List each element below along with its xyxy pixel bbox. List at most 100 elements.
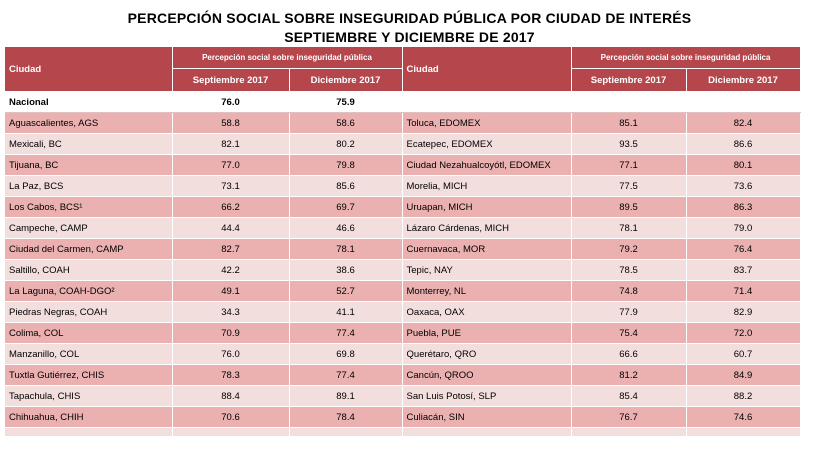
empty-cell xyxy=(686,91,801,113)
city-cell: Uruapan, MICH xyxy=(402,196,572,218)
perception-table: Ciudad Percepción social sobre insegurid… xyxy=(5,47,801,437)
sep-value: 77.0 xyxy=(172,154,290,176)
table-row: Colima, COL 70.9 77.4 Puebla, PUE 75.4 7… xyxy=(5,322,801,344)
dic-value: 69.7 xyxy=(289,196,403,218)
left-dic-header: Diciembre 2017 xyxy=(289,68,403,92)
city-cell: San Luis Potosí, SLP xyxy=(402,385,572,407)
dic-value: 77.4 xyxy=(289,322,403,344)
dic-value: 46.6 xyxy=(289,217,403,239)
sep-value: 49.1 xyxy=(172,280,290,302)
table-row-cut-off xyxy=(5,427,801,437)
sep-value: 74.8 xyxy=(571,280,687,302)
table-row: Tapachula, CHIS 88.4 89.1 San Luis Potos… xyxy=(5,385,801,407)
sep-value: 77.5 xyxy=(571,175,687,197)
left-group-header: Percepción social sobre inseguridad públ… xyxy=(172,47,403,69)
report-subtitle: SEPTIEMBRE Y DICIEMBRE DE 2017 xyxy=(284,29,535,45)
dic-value: 83.7 xyxy=(686,259,801,281)
sep-value: 44.4 xyxy=(172,217,290,239)
table-row: Saltillo, COAH 42.2 38.6 Tepic, NAY 78.5… xyxy=(5,259,801,281)
sep-value: 66.2 xyxy=(172,196,290,218)
dic-value: 86.6 xyxy=(686,133,801,155)
sep-value: 76.7 xyxy=(571,406,687,428)
sep-value: 70.6 xyxy=(172,406,290,428)
sep-value: 76.0 xyxy=(172,343,290,365)
city-cell: Campeche, CAMP xyxy=(5,217,173,239)
city-cell: Aguascalientes, AGS xyxy=(5,112,173,134)
sep-value: 78.1 xyxy=(571,217,687,239)
sep-value: 82.1 xyxy=(172,133,290,155)
table-row: La Laguna, COAH-DGO² 49.1 52.7 Monterrey… xyxy=(5,280,801,302)
city-cell: Piedras Negras, COAH xyxy=(5,301,173,323)
right-dic-header: Diciembre 2017 xyxy=(686,68,801,92)
dic-value: 72.0 xyxy=(686,322,801,344)
left-sep-header: Septiembre 2017 xyxy=(172,68,290,92)
dic-value: 73.6 xyxy=(686,175,801,197)
table-row-nacional: Nacional 76.0 75.9 xyxy=(5,91,801,113)
dic-value: 78.1 xyxy=(289,238,403,260)
sep-value: 89.5 xyxy=(571,196,687,218)
right-sep-header: Septiembre 2017 xyxy=(571,68,687,92)
dic-value: 82.9 xyxy=(686,301,801,323)
city-cell: Querétaro, QRO xyxy=(402,343,572,365)
empty-cell xyxy=(289,427,403,437)
dic-value: 80.2 xyxy=(289,133,403,155)
city-cell: Lázaro Cárdenas, MICH xyxy=(402,217,572,239)
sep-value: 42.2 xyxy=(172,259,290,281)
empty-cell xyxy=(402,427,572,437)
dic-value: 89.1 xyxy=(289,385,403,407)
table-row: La Paz, BCS 73.1 85.6 Morelia, MICH 77.5… xyxy=(5,175,801,197)
city-cell: Mexicali, BC xyxy=(5,133,173,155)
dic-value: 58.6 xyxy=(289,112,403,134)
dic-value: 86.3 xyxy=(686,196,801,218)
city-cell: Tepic, NAY xyxy=(402,259,572,281)
city-cell: Ciudad del Carmen, CAMP xyxy=(5,238,173,260)
city-cell: Chihuahua, CHIH xyxy=(5,406,173,428)
sep-value: 78.3 xyxy=(172,364,290,386)
table-row: Campeche, CAMP 44.4 46.6 Lázaro Cárdenas… xyxy=(5,217,801,239)
dic-value: 76.4 xyxy=(686,238,801,260)
sep-value: 78.5 xyxy=(571,259,687,281)
sep-value: 77.9 xyxy=(571,301,687,323)
city-cell: Tapachula, CHIS xyxy=(5,385,173,407)
sep-value: 88.4 xyxy=(172,385,290,407)
dic-value: 84.9 xyxy=(686,364,801,386)
table-row: Manzanillo, COL 76.0 69.8 Querétaro, QRO… xyxy=(5,343,801,365)
city-cell: Cancún, QROO xyxy=(402,364,572,386)
sep-value: 82.7 xyxy=(172,238,290,260)
empty-cell xyxy=(571,427,687,437)
dic-value: 79.0 xyxy=(686,217,801,239)
sep-value: 75.4 xyxy=(571,322,687,344)
empty-cell xyxy=(571,91,687,113)
nacional-dic-value: 75.9 xyxy=(289,91,403,113)
dic-value: 78.4 xyxy=(289,406,403,428)
table-row: Los Cabos, BCS¹ 66.2 69.7 Uruapan, MICH … xyxy=(5,196,801,218)
table-row: Tijuana, BC 77.0 79.8 Ciudad Nezahualcoy… xyxy=(5,154,801,176)
city-cell: Saltillo, COAH xyxy=(5,259,173,281)
dic-value: 38.6 xyxy=(289,259,403,281)
empty-cell xyxy=(402,91,572,113)
report-title: PERCEPCIÓN SOCIAL SOBRE INSEGURIDAD PÚBL… xyxy=(127,10,692,26)
sep-value: 85.4 xyxy=(571,385,687,407)
city-cell: Toluca, EDOMEX xyxy=(402,112,572,134)
table-row: Aguascalientes, AGS 58.8 58.6 Toluca, ED… xyxy=(5,112,801,134)
city-cell: Ecatepec, EDOMEX xyxy=(402,133,572,155)
sep-value: 81.2 xyxy=(571,364,687,386)
dic-value: 74.6 xyxy=(686,406,801,428)
sep-value: 85.1 xyxy=(571,112,687,134)
table-row: Piedras Negras, COAH 34.3 41.1 Oaxaca, O… xyxy=(5,301,801,323)
dic-value: 71.4 xyxy=(686,280,801,302)
city-cell: Manzanillo, COL xyxy=(5,343,173,365)
sep-value: 70.9 xyxy=(172,322,290,344)
sep-value: 77.1 xyxy=(571,154,687,176)
city-cell: Tuxtla Gutiérrez, CHIS xyxy=(5,364,173,386)
city-cell: Monterrey, NL xyxy=(402,280,572,302)
city-cell: La Laguna, COAH-DGO² xyxy=(5,280,173,302)
empty-cell xyxy=(172,427,290,437)
table-row: Tuxtla Gutiérrez, CHIS 78.3 77.4 Cancún,… xyxy=(5,364,801,386)
right-city-header: Ciudad xyxy=(402,47,572,92)
dic-value: 79.8 xyxy=(289,154,403,176)
city-cell: Cuernavaca, MOR xyxy=(402,238,572,260)
city-cell: Ciudad Nezahualcoyótl, EDOMEX xyxy=(402,154,572,176)
table-row: Chihuahua, CHIH 70.6 78.4 Culiacán, SIN … xyxy=(5,406,801,428)
city-cell: Morelia, MICH xyxy=(402,175,572,197)
